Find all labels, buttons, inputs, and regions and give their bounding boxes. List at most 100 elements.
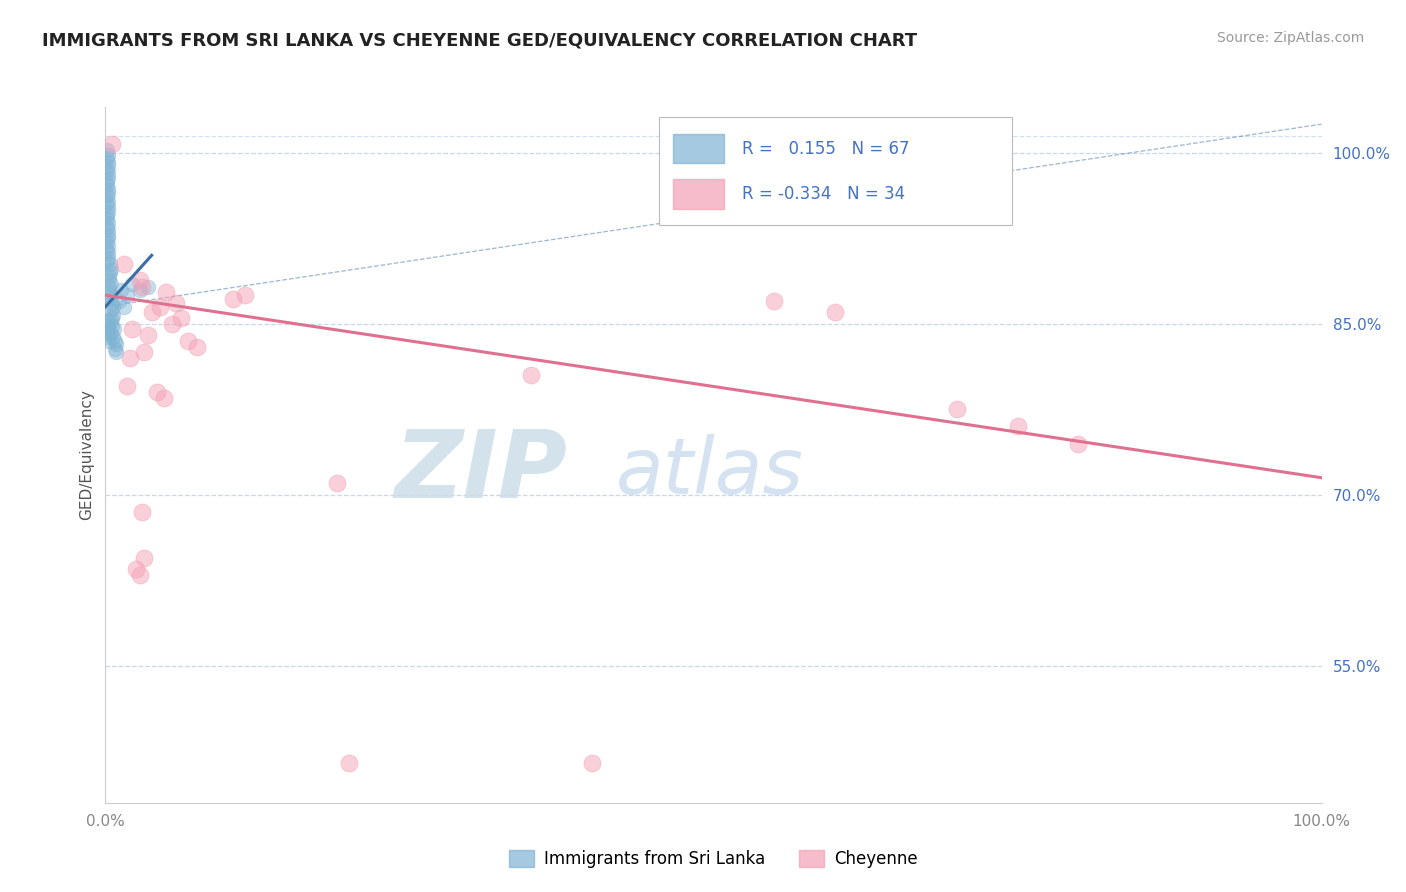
Point (104, 334, 127, 348)
Point (96, 174, 118, 188)
Point (104, 345, 127, 359)
Point (165, 296, 187, 310)
FancyBboxPatch shape (673, 134, 724, 163)
Point (100, 319, 122, 334)
Point (101, 308, 124, 322)
Point (121, 277, 143, 291)
Point (110, 283, 132, 297)
Point (824, 305, 846, 319)
Point (118, 351, 141, 365)
Point (325, 476, 347, 491)
Point (97, 330, 120, 344)
Point (97, 194, 120, 208)
Text: atlas: atlas (616, 434, 804, 510)
Text: ZIP: ZIP (395, 426, 568, 518)
Point (136, 328, 159, 343)
Point (100, 262, 122, 277)
Point (98, 257, 121, 271)
Point (145, 385, 167, 400)
Point (97, 170, 120, 185)
Point (149, 300, 172, 314)
Point (97, 182, 120, 196)
Point (134, 345, 156, 359)
Point (108, 293, 131, 308)
Legend: Immigrants from Sri Lanka, Cheyenne: Immigrants from Sri Lanka, Cheyenne (503, 843, 924, 874)
Point (96, 227, 118, 242)
Text: IMMIGRANTS FROM SRI LANKA VS CHEYENNE GED/EQUIVALENCY CORRELATION CHART: IMMIGRANTS FROM SRI LANKA VS CHEYENNE GE… (42, 31, 917, 49)
Point (96, 208, 118, 222)
Point (97, 205, 120, 219)
Point (98, 292, 121, 306)
Point (121, 322, 143, 336)
Point (233, 288, 256, 302)
Point (97, 314, 120, 328)
Point (96, 189, 118, 203)
Point (96, 235, 118, 249)
Point (96, 211, 118, 226)
Point (96, 243, 118, 257)
Point (112, 257, 135, 271)
Point (128, 283, 150, 297)
Point (97, 223, 120, 237)
Point (141, 305, 163, 319)
Text: R = -0.334   N = 34: R = -0.334 N = 34 (741, 185, 904, 203)
Point (97, 322, 120, 336)
Point (100, 136, 122, 151)
Point (131, 280, 153, 294)
Point (153, 391, 176, 405)
Point (97, 285, 120, 299)
Point (97, 231, 120, 245)
Point (96, 319, 118, 334)
Point (763, 293, 786, 308)
Point (97, 251, 120, 265)
Point (186, 340, 208, 354)
Point (100, 314, 122, 328)
Point (97, 201, 120, 215)
Point (170, 311, 193, 326)
Point (103, 342, 125, 356)
Point (117, 379, 139, 393)
Point (96, 152, 118, 166)
Point (103, 322, 125, 336)
Point (97, 246, 120, 260)
Point (101, 330, 124, 344)
Point (112, 300, 135, 314)
Point (96, 144, 118, 158)
Point (131, 505, 153, 519)
Point (97, 154, 120, 169)
Point (97, 239, 120, 253)
Y-axis label: GED/Equivalency: GED/Equivalency (79, 390, 94, 520)
Point (155, 285, 177, 299)
Text: R =   0.155   N = 67: R = 0.155 N = 67 (741, 140, 910, 158)
Point (101, 296, 124, 310)
Point (128, 273, 150, 287)
Point (117, 288, 139, 302)
Point (101, 300, 124, 314)
Point (162, 317, 184, 331)
Point (520, 368, 543, 382)
Point (96, 219, 118, 234)
Point (97, 326, 120, 340)
Point (97, 148, 120, 162)
Point (96, 178, 118, 192)
Text: Source: ZipAtlas.com: Source: ZipAtlas.com (1216, 31, 1364, 45)
Point (134, 550, 156, 565)
Point (581, 756, 603, 770)
Point (945, 402, 967, 417)
Point (100, 303, 122, 318)
Point (222, 292, 245, 306)
FancyBboxPatch shape (659, 118, 1011, 226)
Point (100, 311, 122, 326)
Point (96, 166, 118, 180)
Point (128, 567, 150, 582)
Point (96, 162, 118, 177)
Point (177, 334, 200, 348)
Point (98, 280, 121, 294)
Point (1007, 419, 1029, 434)
Point (98, 265, 121, 279)
Point (97, 186, 120, 200)
Point (337, 756, 360, 770)
Point (98, 288, 121, 302)
Point (96, 254, 118, 268)
FancyBboxPatch shape (673, 179, 724, 209)
